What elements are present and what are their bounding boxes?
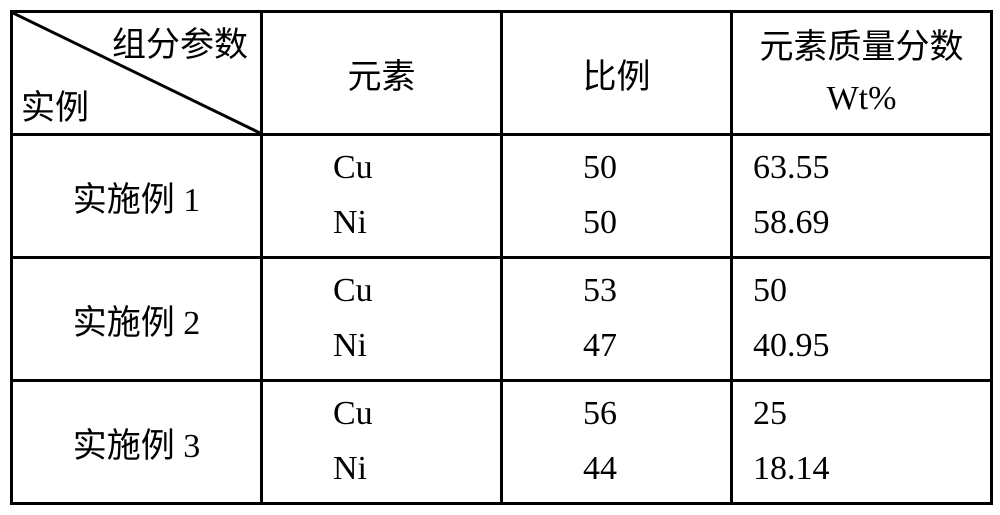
element-value: Cu [333,264,500,319]
header-diagonal-cell: 组分参数 实例 [12,12,262,135]
header-wt-line2: Wt% [733,73,990,124]
ratio-value: 56 [583,387,730,442]
cell-ratio: 50 50 [502,135,732,258]
ratio-value: 47 [583,319,730,374]
header-element: 元素 [262,12,502,135]
wt-value: 63.55 [753,141,990,196]
wt-value: 40.95 [753,319,990,374]
cell-wt: 63.55 58.69 [732,135,992,258]
row-label: 实施例 3 [12,381,262,504]
header-ratio: 比例 [502,12,732,135]
header-row: 组分参数 实例 元素 比例 元素质量分数 Wt% [12,12,992,135]
ratio-value: 53 [583,264,730,319]
element-value: Ni [333,319,500,374]
table-row: 实施例 2 Cu Ni 53 47 50 40.95 [12,258,992,381]
element-value: Ni [333,442,500,497]
header-diag-bottom: 实例 [21,80,89,129]
ratio-value: 50 [583,196,730,251]
composition-table: 组分参数 实例 元素 比例 元素质量分数 Wt% 实施例 1 Cu Ni 50 … [10,10,993,505]
cell-wt: 25 18.14 [732,381,992,504]
cell-ratio: 53 47 [502,258,732,381]
cell-ratio: 56 44 [502,381,732,504]
wt-value: 58.69 [753,196,990,251]
ratio-value: 44 [583,442,730,497]
header-diag-top: 组分参数 [112,17,248,66]
element-value: Cu [333,387,500,442]
element-value: Ni [333,196,500,251]
cell-element: Cu Ni [262,135,502,258]
table-row: 实施例 3 Cu Ni 56 44 25 18.14 [12,381,992,504]
row-label: 实施例 1 [12,135,262,258]
element-value: Cu [333,141,500,196]
cell-element: Cu Ni [262,258,502,381]
cell-element: Cu Ni [262,381,502,504]
cell-wt: 50 40.95 [732,258,992,381]
table-container: 组分参数 实例 元素 比例 元素质量分数 Wt% 实施例 1 Cu Ni 50 … [10,10,990,505]
ratio-value: 50 [583,141,730,196]
header-wt: 元素质量分数 Wt% [732,12,992,135]
header-wt-line1: 元素质量分数 [733,22,990,73]
wt-value: 25 [753,387,990,442]
row-label: 实施例 2 [12,258,262,381]
wt-value: 50 [753,264,990,319]
wt-value: 18.14 [753,442,990,497]
table-row: 实施例 1 Cu Ni 50 50 63.55 58.69 [12,135,992,258]
